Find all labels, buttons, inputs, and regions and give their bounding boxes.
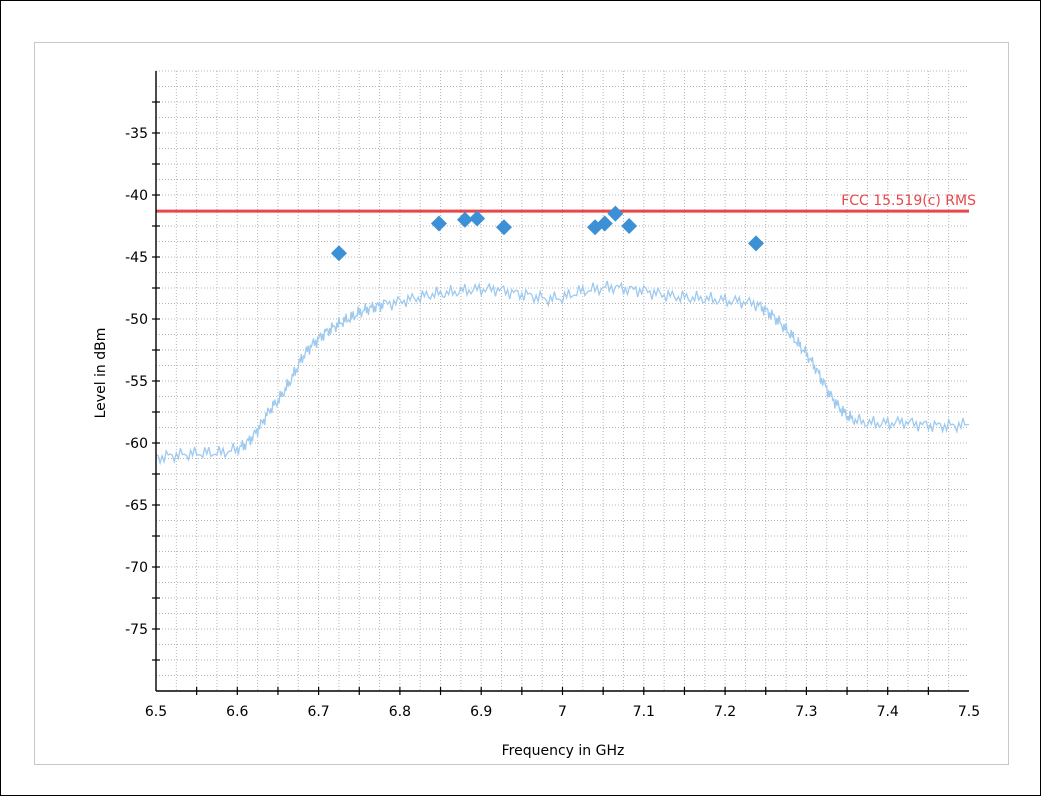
x-tick-label: 6.8 (389, 704, 411, 720)
marker-point (330, 245, 347, 262)
x-tick-label: 6.9 (470, 704, 492, 720)
y-tick-label: -40 (125, 188, 148, 204)
marker-point (607, 205, 624, 222)
limit-line-layer: FCC 15.519(c) RMS (156, 193, 976, 213)
x-tick-label: 7.2 (714, 704, 736, 720)
y-tick-label: -35 (125, 126, 148, 142)
spectrum-trace (155, 280, 970, 466)
x-axis-title: Frequency in GHz (502, 743, 625, 759)
y-tick-label: -75 (125, 622, 148, 638)
marker-point (596, 215, 613, 232)
x-tick-label: 6.6 (226, 704, 248, 720)
y-tick-label: -50 (125, 312, 148, 328)
marker-point (430, 215, 447, 232)
marker-point (456, 211, 473, 228)
grid (156, 70, 969, 691)
x-tick-label: 7.5 (958, 704, 980, 720)
y-tick-label: -45 (125, 250, 148, 266)
x-tick-label: 7 (558, 704, 567, 720)
markers-layer (330, 205, 764, 262)
y-tick-label: -60 (125, 436, 148, 452)
marker-point (495, 219, 512, 236)
x-tick-label: 7.4 (877, 704, 899, 720)
x-tick-label: 7.1 (633, 704, 655, 720)
y-tick-label: -55 (125, 374, 148, 390)
y-axis-title: Level in dBm (93, 328, 109, 419)
y-tick-label: -70 (125, 560, 148, 576)
limit-line-label: FCC 15.519(c) RMS (841, 193, 976, 209)
marker-point (621, 218, 638, 234)
marker-point (469, 210, 486, 227)
x-tick-label: 6.5 (145, 704, 167, 720)
y-tick-label: -65 (125, 498, 148, 514)
spectrum-trace-layer (155, 280, 970, 466)
x-tick-label: 7.3 (795, 704, 817, 720)
axes: -75 -70 -65 -60 -55 -50 -45 -40 -35 6.5 6.6 6.7 6.8 6… (125, 71, 980, 720)
marker-point (747, 235, 764, 252)
x-tick-label: 6.7 (307, 704, 329, 720)
